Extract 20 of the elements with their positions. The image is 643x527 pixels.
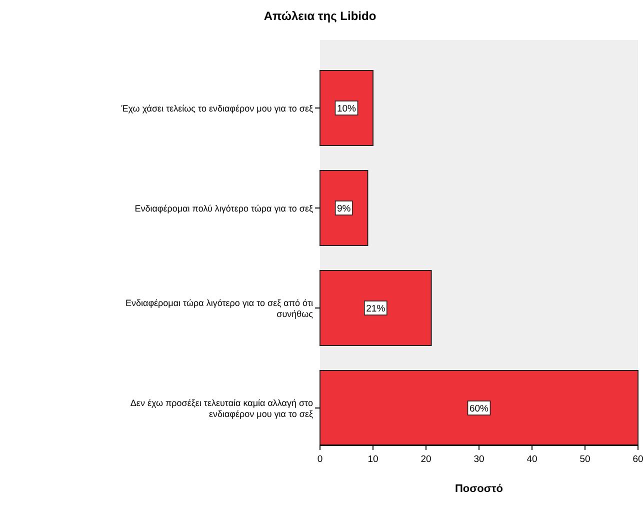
data-label: 9% [336,204,352,214]
y-tick-label: Ενδιαφέρομαι τώρα λιγότερο για το σεξ από ότι συνήθως [125,298,314,319]
y-tick-label: Δεν έχω προσέξει τελευταία καμία αλλαγή στο ενδιαφέρον μου για το σεξ [130,398,313,419]
x-tick-label: 60 [632,454,643,465]
x-tick-label: 10 [368,454,378,465]
bar [320,70,374,146]
data-label: 60% [469,404,490,414]
x-tick-label: 40 [526,454,538,465]
bar [320,170,368,246]
data-label: 10% [336,104,357,114]
x-tick-label: 50 [580,454,590,465]
x-tick-label: 20 [420,454,432,465]
y-tick-label: Ενδιαφέρομαι πολύ λιγότερο τώρα για το σεξ [134,204,313,214]
x-axis-title: Ποσοστό [454,483,504,495]
x-tick-label: 30 [474,454,484,465]
x-tick-label: 0 [317,454,323,465]
data-label: 21% [366,304,386,314]
y-tick-label: Έχω χάσει τελείως το ενδιαφέρον μου για το σεξ [120,104,313,114]
bar [320,270,432,346]
chart-title: Απώλεια της Libido [264,9,376,23]
